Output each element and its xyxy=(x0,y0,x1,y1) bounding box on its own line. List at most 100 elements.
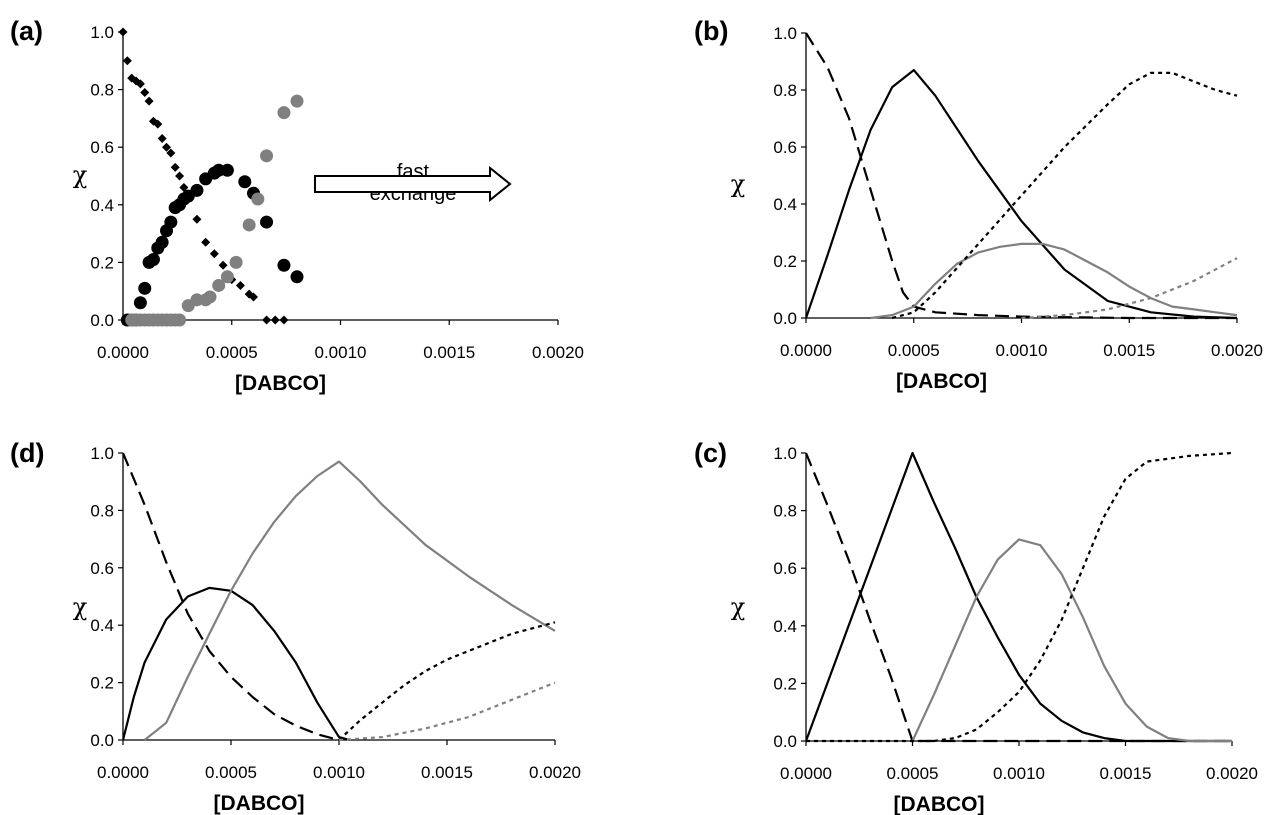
x-tick-label: 0.0020 xyxy=(1211,341,1263,360)
data-point-black-circle xyxy=(133,296,147,310)
data-point-diamond xyxy=(179,183,189,193)
x-axis-title: [DABCO] xyxy=(896,370,987,393)
data-point-black-circle xyxy=(220,163,234,177)
data-point-diamond xyxy=(122,56,132,66)
data-point-diamond xyxy=(192,214,202,224)
y-axis-title: χ xyxy=(731,170,746,198)
data-point-diamond xyxy=(118,27,128,37)
data-point-diamond xyxy=(262,315,272,325)
data-point-diamond xyxy=(140,87,150,97)
y-tick-label: 0.4 xyxy=(90,616,114,635)
y-tick-label: 0.8 xyxy=(90,501,114,520)
y-tick-label: 0.0 xyxy=(773,732,797,751)
series-line-dotted-black xyxy=(891,71,1238,320)
x-tick-label: 0.0000 xyxy=(97,763,149,782)
x-tick-label: 0.0000 xyxy=(780,341,832,360)
y-tick-label: 0.6 xyxy=(773,138,797,157)
data-point-black-circle xyxy=(190,183,204,197)
data-point-gray-circle xyxy=(251,192,265,206)
data-point-gray-circle xyxy=(242,218,256,232)
y-tick-label: 0.6 xyxy=(90,138,114,157)
series-line-solid-black xyxy=(806,451,1232,743)
x-tick-label: 0.0015 xyxy=(421,763,473,782)
series-line-solid-gray xyxy=(870,242,1238,320)
data-point-black-circle xyxy=(155,235,169,249)
x-tick-label: 0.0015 xyxy=(423,343,475,362)
chart-panel-4: (c) 0.0 0.2 0.4 0.6 0.8 1.0 0.0000 0.0005 0.0010 0… xyxy=(694,438,1258,815)
data-point-gray-circle xyxy=(260,149,274,163)
y-axis-title: χ xyxy=(731,593,746,621)
series-line-dotted-gray xyxy=(1021,257,1238,320)
x-tick-label: 0.0000 xyxy=(780,764,832,783)
y-tick-label: 0.6 xyxy=(90,559,114,578)
series-line-dotted-black xyxy=(806,451,1233,743)
data-point-diamond xyxy=(170,162,180,172)
data-point-black-circle xyxy=(164,215,178,229)
x-tick-label: 0.0005 xyxy=(206,343,258,362)
data-point-black-circle xyxy=(238,175,252,189)
data-point-diamond xyxy=(135,79,145,89)
x-tick-label: 0.0020 xyxy=(1206,764,1258,783)
y-tick-label: 1.0 xyxy=(773,444,797,463)
fast-exchange-arrow-icon xyxy=(314,165,512,203)
x-axis-title: [DABCO] xyxy=(894,793,985,815)
y-tick-label: 1.0 xyxy=(90,23,114,42)
y-tick-label: 0.0 xyxy=(90,731,114,750)
data-point-black-circle xyxy=(138,281,152,295)
x-axis-title: [DABCO] xyxy=(235,372,326,395)
y-axis-title: χ xyxy=(73,593,88,621)
series-line-solid-gray xyxy=(911,538,1232,743)
series-line-dashed-black xyxy=(123,452,340,742)
panel-label: (c) xyxy=(694,438,727,468)
data-point-gray-circle xyxy=(277,106,291,120)
data-point-gray-circle xyxy=(212,278,226,292)
y-tick-label: 0.4 xyxy=(90,196,114,215)
y-tick-label: 0.8 xyxy=(773,81,797,100)
data-point-diamond xyxy=(249,292,258,302)
panel-label: (a) xyxy=(10,16,43,46)
series-line-solid-black xyxy=(806,69,1238,320)
y-tick-label: 1.0 xyxy=(90,444,114,463)
x-tick-label: 0.0005 xyxy=(887,764,939,783)
x-tick-label: 0.0000 xyxy=(97,343,149,362)
data-point-diamond xyxy=(157,134,167,144)
data-point-black-circle xyxy=(277,258,291,272)
series-line-dashed-black xyxy=(806,452,1232,743)
data-point-gray-circle xyxy=(173,313,187,327)
y-tick-label: 0.8 xyxy=(90,81,114,100)
series-line-solid-gray xyxy=(143,460,556,741)
y-tick-label: 0.2 xyxy=(90,674,114,693)
x-tick-label: 0.0010 xyxy=(313,763,365,782)
x-axis-title: [DABCO] xyxy=(214,792,305,815)
data-point-gray-circle xyxy=(220,270,234,284)
data-point-gray-circle xyxy=(203,290,217,304)
data-point-diamond xyxy=(270,315,280,325)
x-tick-label: 0.0010 xyxy=(993,764,1045,783)
x-tick-label: 0.0015 xyxy=(1100,764,1152,783)
data-point-diamond xyxy=(201,237,211,247)
y-tick-label: 0.8 xyxy=(773,502,797,521)
data-point-diamond xyxy=(162,142,171,152)
y-tick-label: 0.2 xyxy=(773,674,797,693)
data-point-diamond xyxy=(209,249,219,259)
y-tick-label: 0.2 xyxy=(773,252,797,271)
data-point-diamond xyxy=(175,171,185,181)
x-tick-label: 0.0020 xyxy=(529,763,581,782)
fast-exchange-annotation: fast exchange xyxy=(314,161,512,205)
data-point-diamond xyxy=(235,280,245,290)
y-tick-label: 0.4 xyxy=(773,195,797,214)
series-line-dotted-gray xyxy=(338,681,556,742)
x-tick-label: 0.0005 xyxy=(205,763,257,782)
series-line-dashed-black xyxy=(806,32,1237,320)
chart-panel-3: (d) 0.0 0.2 0.4 0.6 0.8 1.0 0.0000 0.0005 0.0010 0… xyxy=(10,438,581,815)
chart-panel-1: (a) 0.0 0.2 0.4 0.6 0.8 1.0 0.0000 0.0005 0.0010 0… xyxy=(10,16,584,395)
y-tick-label: 1.0 xyxy=(773,24,797,43)
x-tick-label: 0.0020 xyxy=(532,343,584,362)
x-tick-label: 0.0005 xyxy=(888,341,940,360)
data-point-diamond xyxy=(218,260,228,270)
y-tick-label: 0.6 xyxy=(773,559,797,578)
data-point-black-circle xyxy=(260,215,274,229)
y-tick-label: 0.2 xyxy=(90,253,114,272)
data-point-diamond xyxy=(153,119,163,129)
